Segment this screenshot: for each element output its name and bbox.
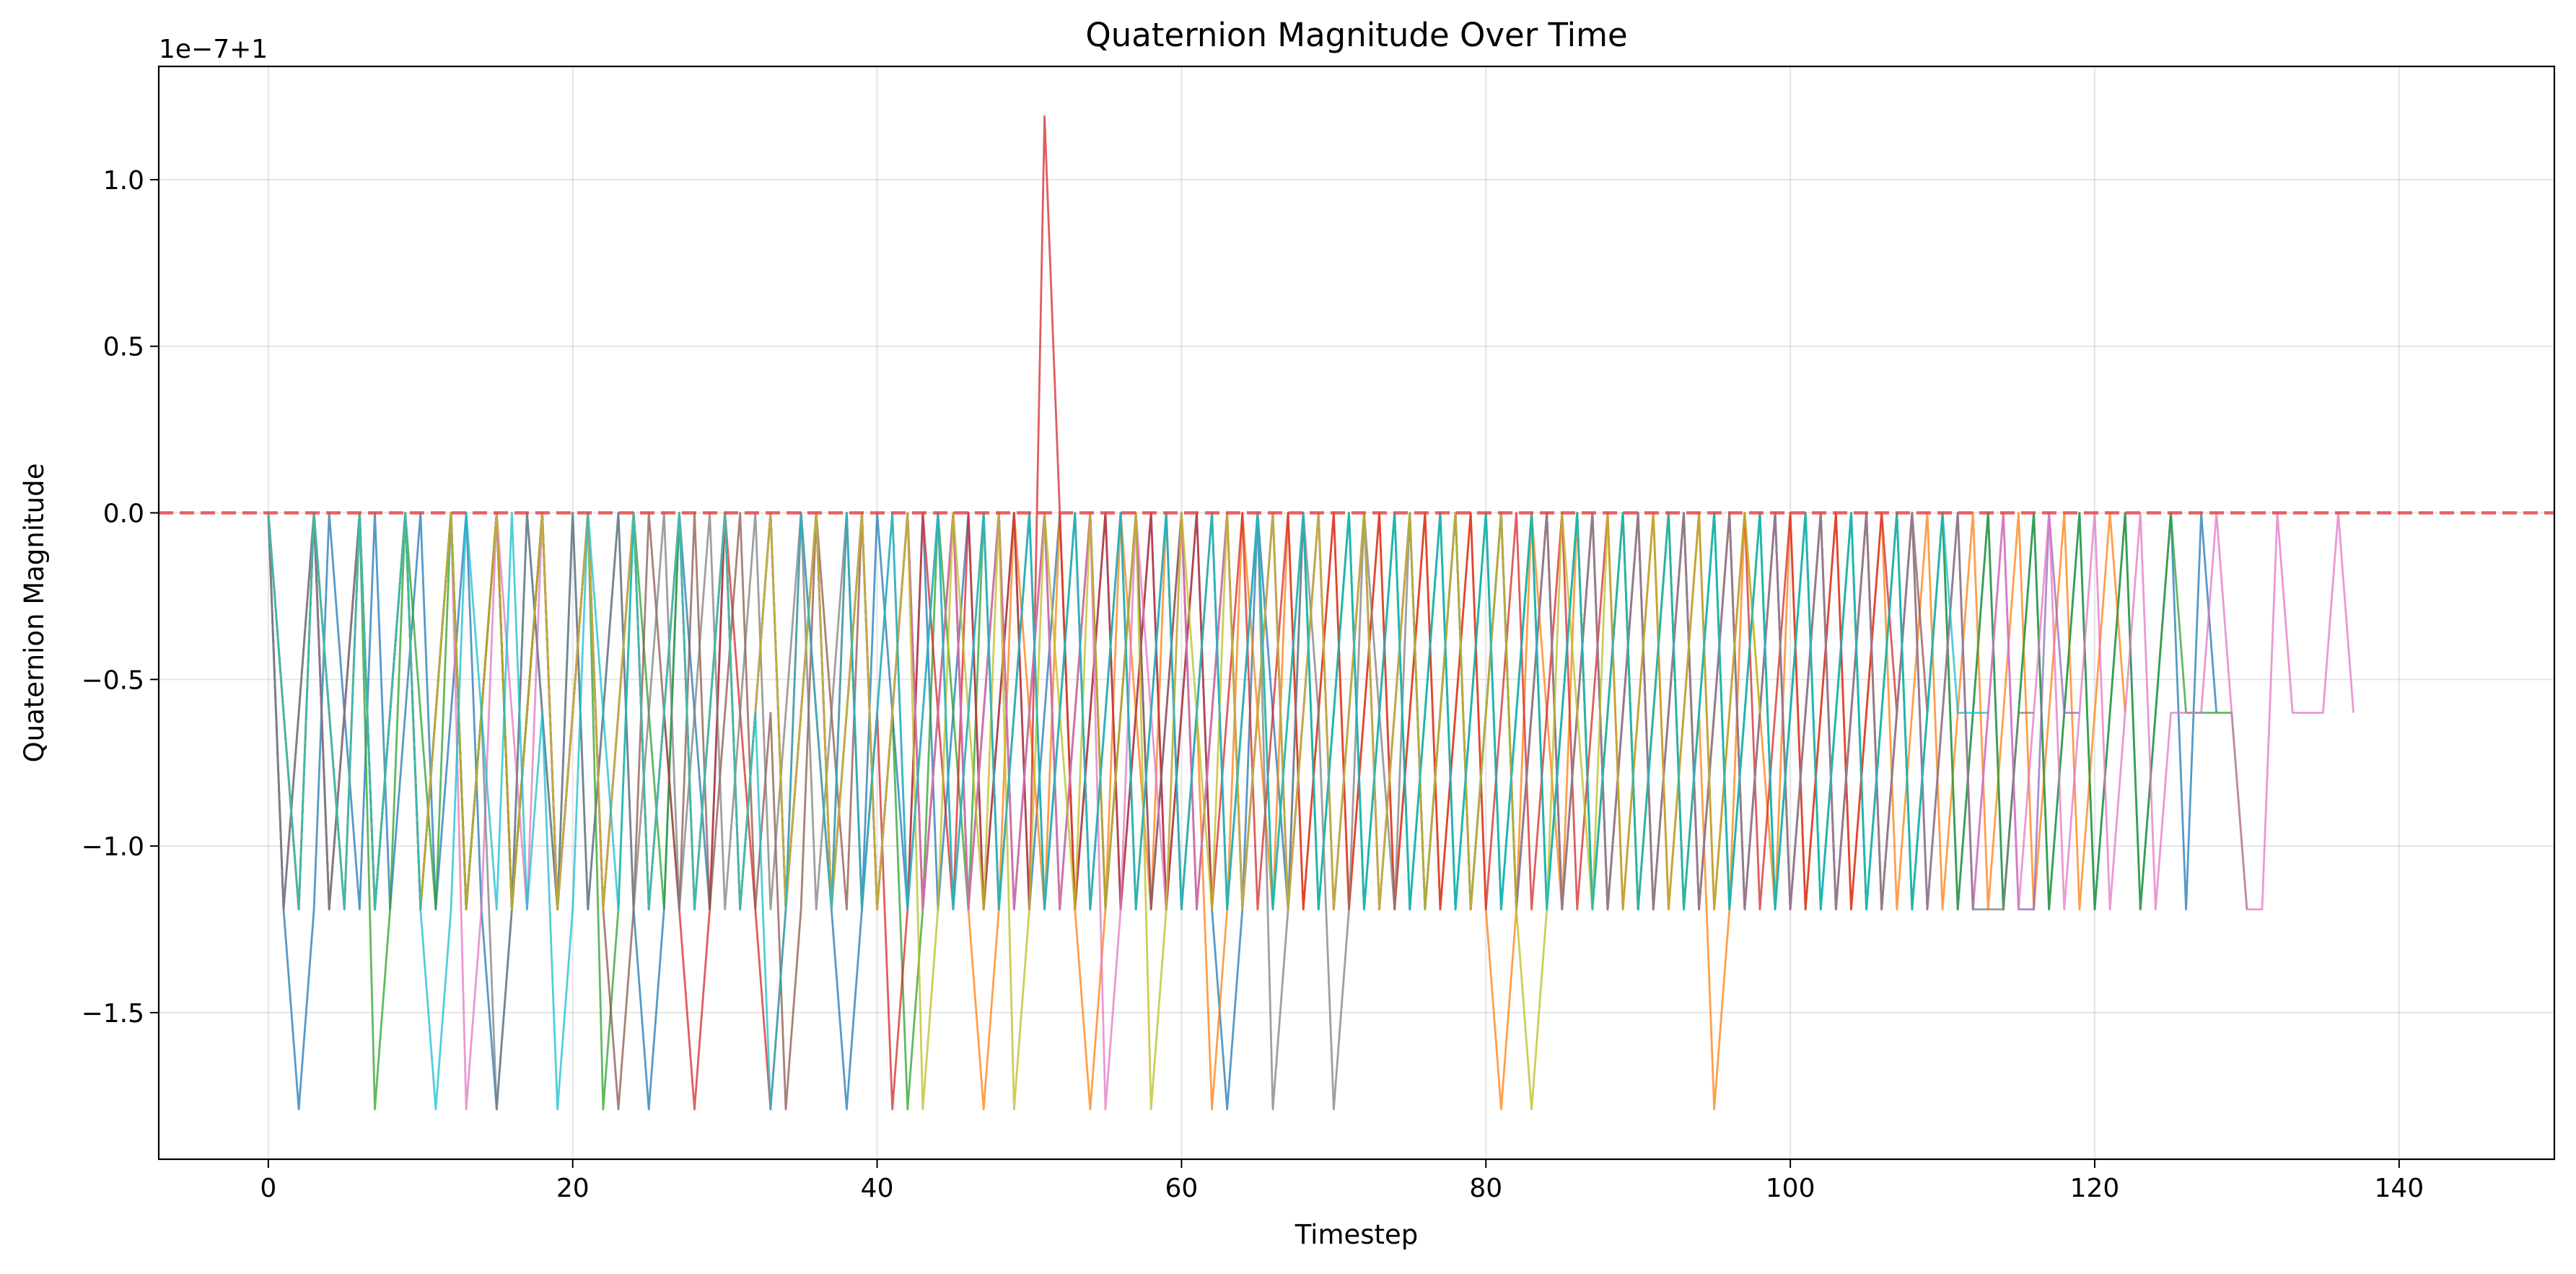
ticks: 0 20 40 60 80 100 120 140 1.0 0.5 0.0 −0.5 −1.0 −1.5 [82, 166, 2424, 1203]
plot-frame [157, 65, 2556, 1161]
y-axis-title: Quaternion Magnitude [19, 463, 50, 763]
x-tick-label: 140 [2374, 1174, 2424, 1203]
x-tick-label: 60 [1165, 1174, 1199, 1203]
x-tick-label: 100 [1766, 1174, 1815, 1203]
y-tick-label: 0.5 [103, 333, 144, 362]
x-tick-label: 40 [861, 1174, 894, 1203]
x-tick-label: 0 [260, 1174, 276, 1203]
x-tick-label: 80 [1469, 1174, 1502, 1203]
y-tick-label: −1.5 [82, 999, 144, 1029]
y-tick-label: −0.5 [82, 666, 144, 695]
series-line-10 [267, 512, 1989, 1111]
x-tick-label: 120 [2070, 1174, 2120, 1203]
y-offset-label: 1e−7+1 [159, 35, 268, 64]
y-tick-label: 0.0 [103, 499, 144, 529]
y-tick-label: −1.0 [82, 832, 144, 862]
x-tick-label: 20 [556, 1174, 590, 1203]
x-axis-title: Timestep [1294, 1219, 1419, 1250]
y-tick-label: 1.0 [103, 166, 144, 196]
chart-title: Quaternion Magnitude Over Time [1085, 16, 1627, 54]
